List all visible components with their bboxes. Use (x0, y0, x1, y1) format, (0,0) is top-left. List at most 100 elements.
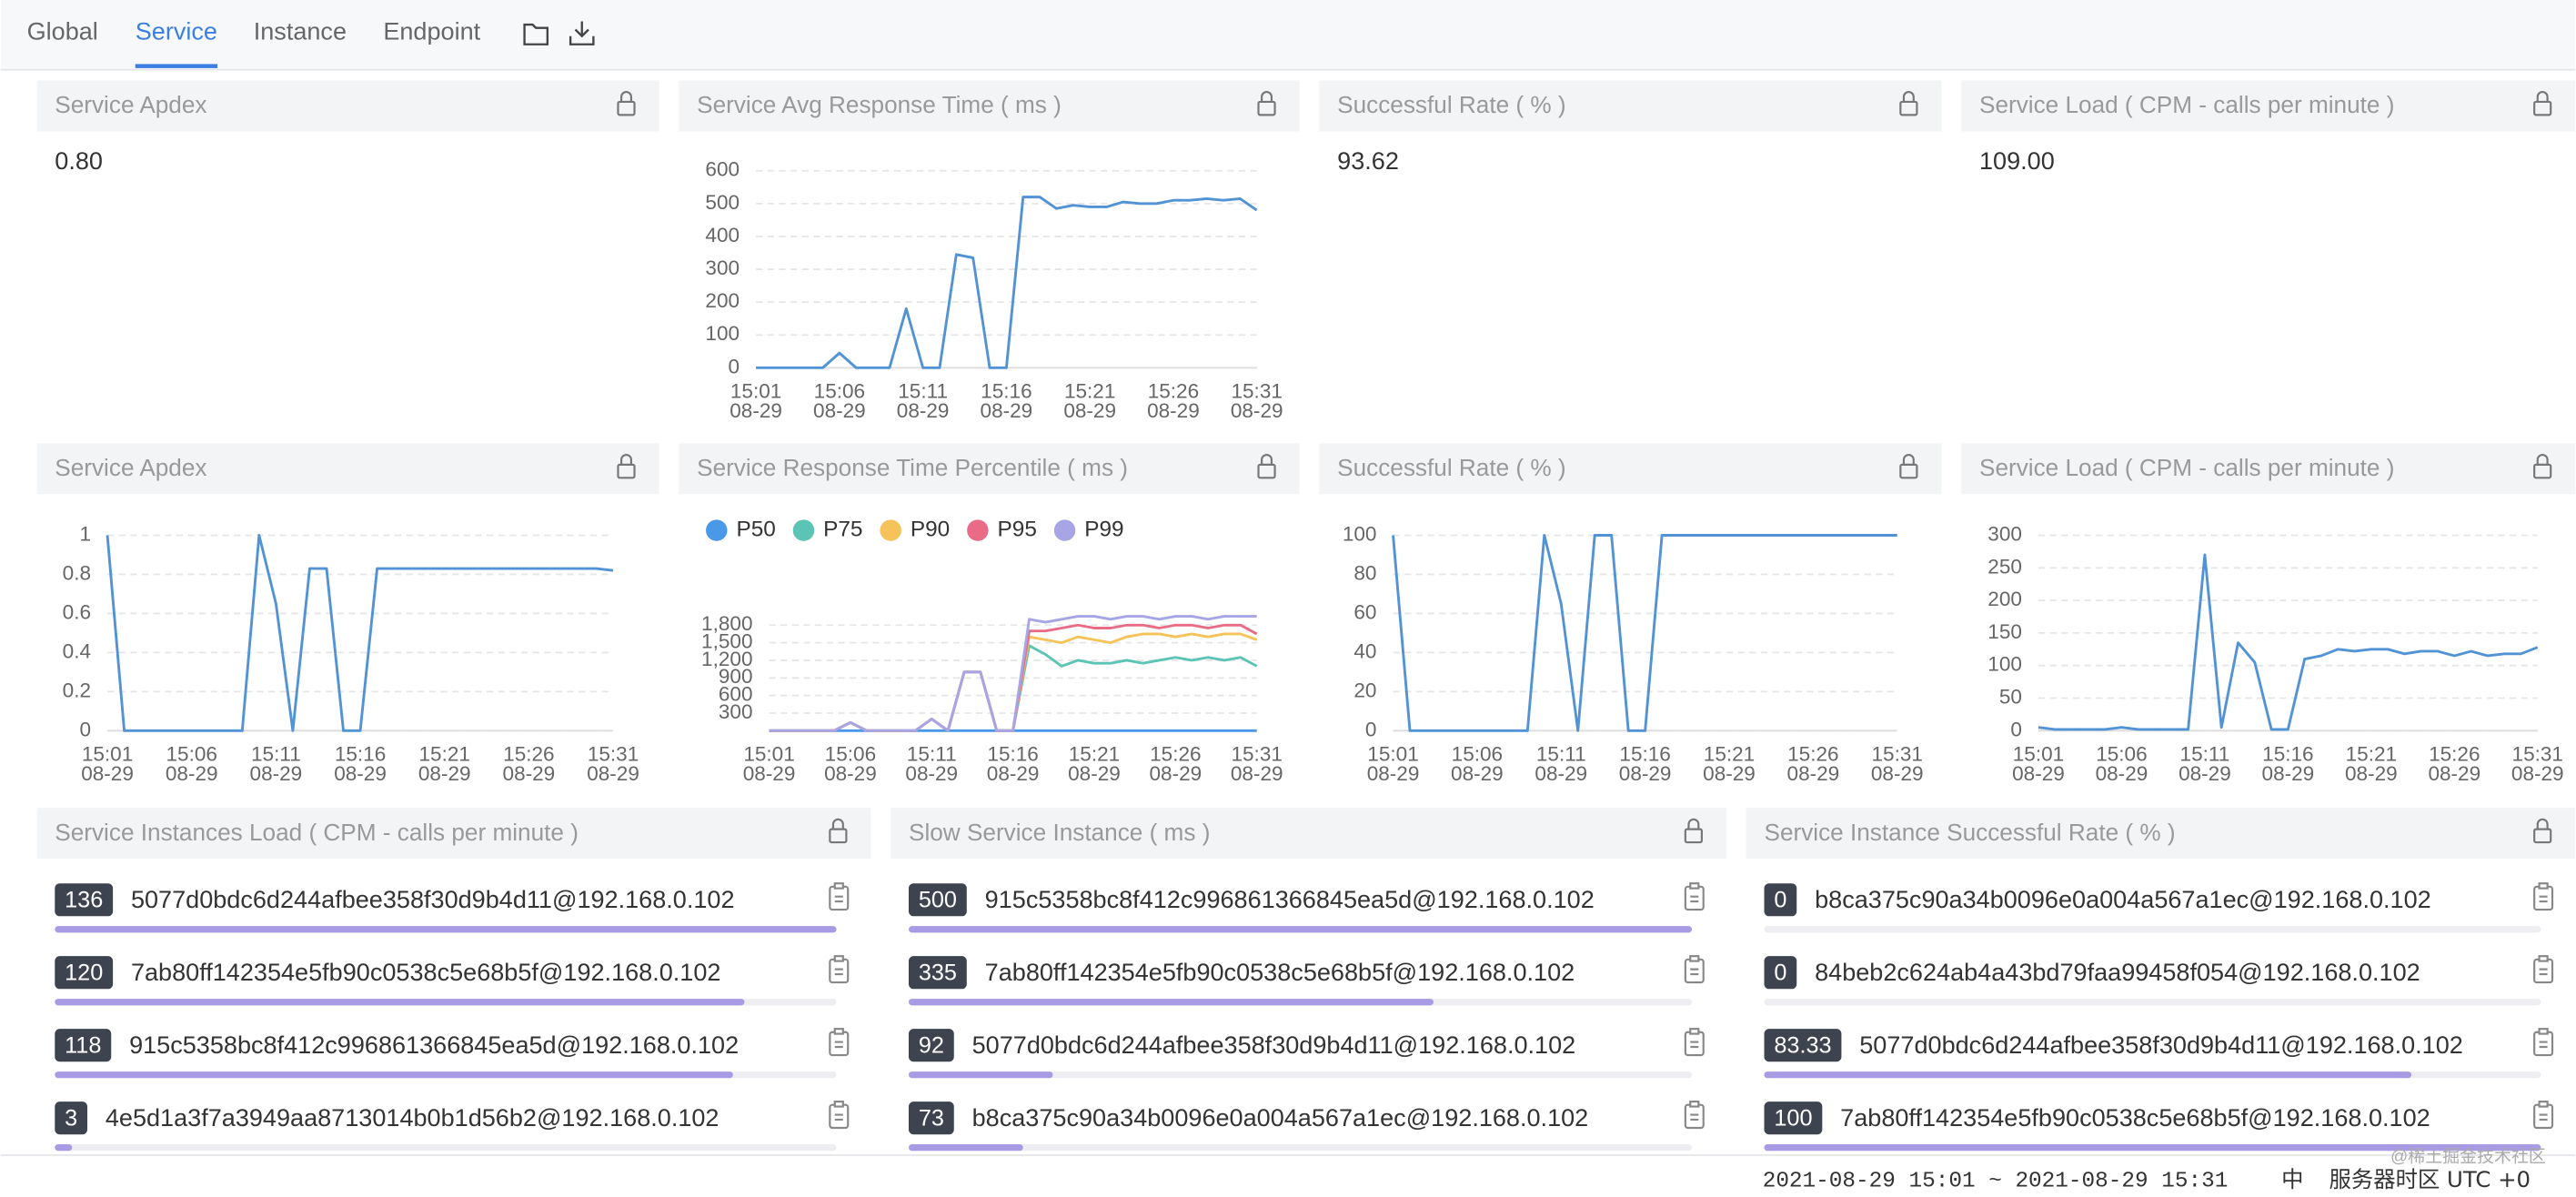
badge-value: 0 (1774, 888, 1786, 913)
value-badge (1764, 883, 1797, 917)
badge-value: 500 (919, 888, 957, 913)
x-tick-label: 15:16 (335, 742, 386, 765)
x-tick-label: 15:11 (898, 379, 948, 402)
copy-icon[interactable] (1684, 882, 1705, 911)
x-tick-date: 08-29 (824, 762, 877, 785)
panel-title: Successful Rate ( % ) (1337, 454, 1565, 481)
panel-title: Service Load ( CPM - calls per minute ) (1979, 91, 2394, 118)
x-tick-label: 15:21 (2346, 742, 2397, 765)
x-tick-date: 08-29 (1150, 762, 1202, 785)
lock-icon[interactable] (617, 91, 636, 116)
nav-tab[interactable]: Endpoint (383, 16, 480, 45)
panel-header (679, 80, 1300, 132)
instance-name: 7ab80ff142354e5fb90c0538c5e68b5f@192.168… (131, 958, 721, 986)
lock-icon[interactable] (1899, 454, 1918, 479)
value-badge (908, 1101, 954, 1135)
copy-icon[interactable] (1684, 1101, 1705, 1130)
lock-icon[interactable] (1684, 818, 1703, 844)
y-tick-label: 60 (1353, 600, 1376, 623)
panel-title: Service Apdex (55, 454, 206, 481)
x-tick-date: 08-29 (81, 762, 134, 785)
x-tick-date: 08-29 (418, 762, 471, 785)
legend-label: P90 (911, 518, 950, 542)
copy-icon[interactable] (2533, 955, 2554, 984)
lock-shackle (1261, 454, 1273, 465)
nav-bar (0, 0, 2576, 69)
y-tick-label: 100 (705, 322, 740, 345)
copy-icon[interactable] (829, 882, 850, 911)
nav-tab[interactable]: Global (27, 16, 98, 45)
x-tick-label: 15:21 (1704, 742, 1755, 765)
lock-icon[interactable] (2533, 454, 2552, 479)
language-toggle[interactable]: 中 (2281, 1166, 2303, 1192)
x-tick-date: 08-29 (897, 399, 950, 422)
x-tick-label: 15:11 (2180, 742, 2230, 765)
lock-icon[interactable] (2533, 91, 2552, 116)
copy-icon[interactable] (829, 1028, 850, 1057)
y-tick-label: 1,200 (701, 648, 752, 670)
lock-icon[interactable] (1257, 454, 1276, 479)
copy-icon[interactable] (1684, 955, 1705, 984)
bar (908, 926, 1693, 933)
lock-icon[interactable] (1899, 91, 1918, 116)
legend-swatch (967, 519, 989, 541)
copy-icon[interactable] (829, 1101, 850, 1130)
panel-header (1319, 80, 1942, 132)
value-badge (908, 956, 967, 990)
x-tick-label: 15:26 (1148, 379, 1199, 402)
copy-icon[interactable] (2533, 1028, 2554, 1057)
instance-name: 84beb2c624ab4a43bd79faa99458f054@192.168… (1815, 958, 2420, 986)
x-tick-date: 08-29 (2511, 762, 2564, 785)
copy-icon[interactable] (2533, 1101, 2554, 1130)
y-tick-label: 900 (719, 665, 753, 688)
value-badge (55, 1029, 112, 1062)
panel-header (1319, 443, 1942, 495)
x-tick-label: 15:16 (987, 742, 1038, 765)
x-tick-label: 15:21 (1069, 742, 1120, 765)
panel-header (1961, 443, 2576, 495)
x-tick-label: 15:16 (981, 379, 1031, 402)
legend-swatch (1053, 519, 1076, 541)
copy-clip (1689, 1101, 1700, 1108)
lock-icon[interactable] (617, 454, 636, 479)
badge-value: 83.33 (1774, 1033, 1831, 1059)
x-tick-date: 08-29 (1703, 762, 1756, 785)
nav-tab[interactable]: Service (136, 16, 217, 45)
y-tick-label: 20 (1353, 679, 1376, 701)
x-tick-label: 15:01 (1367, 742, 1418, 765)
value-badge (55, 956, 114, 990)
bar-track (908, 1071, 1693, 1079)
copy-clip (1689, 1028, 1700, 1035)
bar (55, 1144, 73, 1152)
lock-body (1257, 463, 1276, 479)
bar (55, 1071, 733, 1079)
download-icon[interactable] (569, 21, 595, 45)
copy-icon[interactable] (2533, 882, 2554, 911)
lock-icon[interactable] (829, 818, 848, 844)
bar (55, 999, 745, 1006)
copy-lines (834, 895, 843, 903)
value-badge (55, 883, 114, 917)
nav-tab[interactable]: Instance (254, 16, 347, 45)
badge-value: 136 (65, 888, 103, 913)
y-tick-label: 40 (1353, 639, 1376, 662)
value-badge (1764, 1029, 1842, 1062)
instance-name: 5077d0bdc6d244afbee358f30d9b4d11@192.168… (131, 885, 735, 913)
x-tick-date: 08-29 (334, 762, 387, 785)
copy-icon[interactable] (829, 955, 850, 984)
copy-clip (2538, 1101, 2549, 1108)
x-tick-date: 08-29 (1231, 399, 1283, 422)
x-tick-label: 15:16 (2262, 742, 2313, 765)
panel-title: Service Load ( CPM - calls per minute ) (1979, 454, 2394, 481)
lock-icon[interactable] (2533, 818, 2552, 844)
copy-icon[interactable] (1684, 1028, 1705, 1057)
lock-icon[interactable] (1257, 91, 1276, 116)
folder-icon[interactable] (523, 23, 549, 45)
y-tick-label: 500 (705, 191, 740, 214)
bar (908, 1144, 1023, 1152)
y-tick-label: 0.8 (63, 561, 91, 584)
x-tick-date: 08-29 (2179, 762, 2231, 785)
x-tick-label: 15:06 (814, 379, 865, 402)
